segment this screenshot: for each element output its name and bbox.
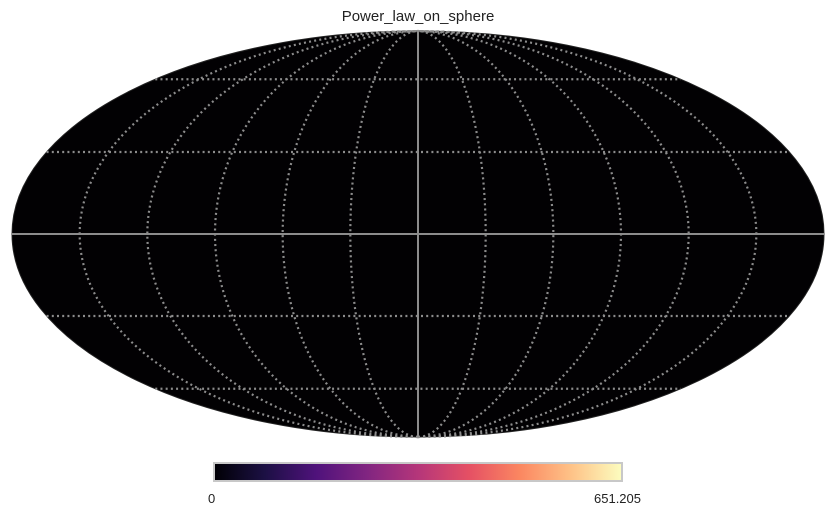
colorbar-max-label: 651.205 — [594, 491, 641, 506]
meridian-line — [417, 29, 487, 439]
chart-title: Power_law_on_sphere — [341, 8, 495, 25]
meridian-line — [281, 29, 419, 439]
colorbar — [213, 462, 623, 482]
colorbar-min-label: 0 — [208, 491, 216, 506]
graticule — [12, 29, 824, 439]
